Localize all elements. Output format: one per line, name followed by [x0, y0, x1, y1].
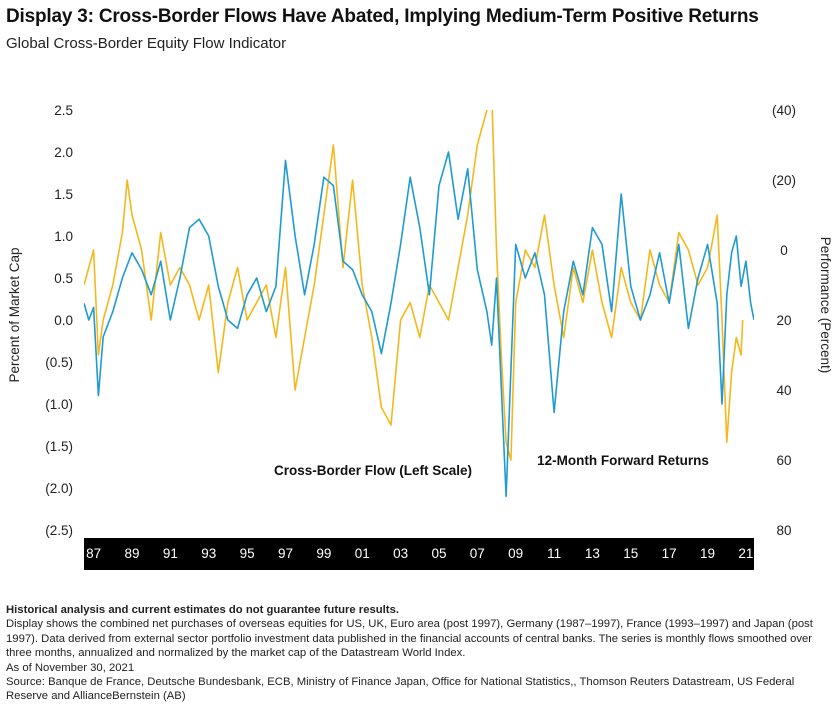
- left-tick-label: (2.0): [45, 481, 73, 496]
- x-axis-band: [84, 538, 754, 570]
- x-tick-label: 21: [738, 546, 753, 561]
- x-tick-label: 11: [547, 546, 561, 561]
- x-tick-label: 13: [585, 546, 600, 561]
- left-axis-label: Percent of Market Cap: [7, 247, 22, 382]
- footnotes: Historical analysis and current estimate…: [6, 603, 834, 704]
- annotation-cross-border-flow: Cross-Border Flow (Left Scale): [274, 463, 472, 478]
- source-note: Source: Banque de France, Deutsche Bunde…: [6, 676, 795, 703]
- x-tick-label: 97: [278, 546, 293, 561]
- left-tick-label: 0.5: [54, 271, 73, 286]
- right-tick-label: (40): [772, 103, 796, 118]
- left-axis-ticks: 2.5 2.0 1.5 1.0 0.5 0.0 (0.5) (1.0) (1.5) (2.0) (2…: [45, 103, 73, 538]
- right-tick-label: 40: [776, 383, 791, 398]
- methodology-note: Display shows the combined net purchases…: [6, 618, 813, 660]
- right-tick-label: 20: [776, 313, 791, 328]
- cross-border-flow-line: [84, 151, 754, 498]
- left-tick-label: 2.5: [54, 103, 73, 118]
- disclaimer: Historical analysis and current estimate…: [6, 604, 399, 616]
- right-tick-label: 80: [776, 523, 791, 538]
- left-tick-label: 0.0: [54, 313, 73, 328]
- right-tick-label: 60: [776, 453, 791, 468]
- x-tick-label: 07: [470, 546, 485, 561]
- chart-title: Display 3: Cross-Border Flows Have Abate…: [6, 6, 759, 27]
- x-axis-ticks: 87 89 91 93 95 97 99 01 03 05 07 09 11 13 15 17 19 21: [86, 546, 753, 561]
- x-tick-label: 19: [700, 546, 715, 561]
- x-tick-label: 99: [316, 546, 331, 561]
- x-tick-label: 05: [431, 546, 446, 561]
- right-tick-label: 0: [780, 243, 788, 258]
- x-tick-label: 87: [86, 546, 101, 561]
- right-axis-label: Performance (Percent): [818, 237, 833, 374]
- right-tick-label: (20): [772, 173, 796, 188]
- left-tick-label: 2.0: [54, 145, 73, 160]
- x-tick-label: 09: [508, 546, 523, 561]
- right-axis-ticks: (40) (20) 0 20 40 60 80: [772, 103, 796, 538]
- forward-returns-line: [84, 110, 744, 461]
- x-tick-label: 01: [355, 546, 370, 561]
- plot-area: [84, 110, 754, 498]
- x-tick-label: 15: [623, 546, 638, 561]
- x-tick-label: 89: [124, 546, 139, 561]
- x-tick-label: 93: [201, 546, 216, 561]
- annotation-forward-returns: 12-Month Forward Returns: [537, 453, 709, 468]
- left-tick-label: (0.5): [45, 355, 73, 370]
- left-tick-label: 1.5: [54, 187, 73, 202]
- left-tick-label: (1.0): [45, 397, 73, 412]
- chart-canvas: 2.5 2.0 1.5 1.0 0.5 0.0 (0.5) (1.0) (1.5) (2.0) (2…: [7, 103, 833, 570]
- as-of-date: As of November 30, 2021: [6, 661, 135, 674]
- x-tick-label: 03: [393, 546, 408, 561]
- left-tick-label: (2.5): [45, 523, 73, 538]
- left-tick-label: 1.0: [54, 229, 73, 244]
- x-tick-label: 95: [240, 546, 255, 561]
- x-tick-label: 91: [163, 546, 178, 561]
- x-tick-label: 17: [662, 546, 677, 561]
- chart-subtitle: Global Cross-Border Equity Flow Indicato…: [6, 35, 287, 52]
- left-tick-label: (1.5): [45, 439, 73, 454]
